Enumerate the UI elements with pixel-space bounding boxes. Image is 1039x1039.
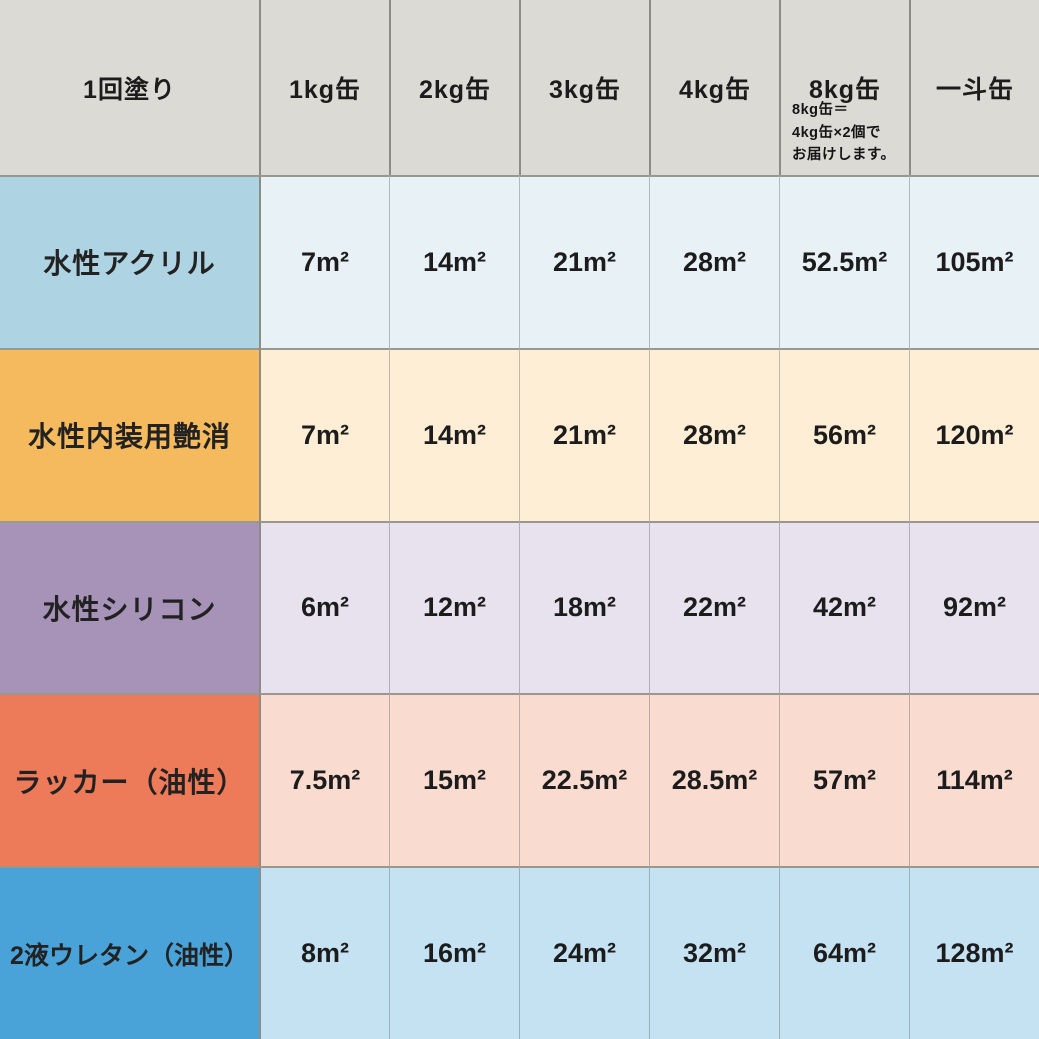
note-line-1: 8kg缶＝ [792, 102, 849, 118]
coverage-cell: 28m² [649, 347, 779, 521]
coverage-cell: 6m² [259, 520, 389, 694]
coverage-cell: 21m² [519, 347, 649, 521]
coverage-cell: 7m² [259, 347, 389, 521]
coverage-cell: 7.5m² [259, 693, 389, 867]
header-3kg-can: 3kg缶 [519, 0, 649, 175]
header-first-coat: 1回塗り [0, 0, 259, 175]
coverage-cell: 64m² [779, 866, 909, 1039]
row-label-water-acrylic: 水性アクリル [0, 175, 259, 348]
coverage-cell: 28.5m² [649, 693, 779, 867]
coverage-cell: 128m² [909, 866, 1039, 1039]
coverage-cell: 14m² [389, 347, 519, 521]
header-issho-can: 一斗缶 [909, 0, 1039, 175]
coverage-cell: 14m² [389, 175, 519, 348]
coverage-cell: 15m² [389, 693, 519, 867]
coverage-cell: 114m² [909, 693, 1039, 867]
coverage-cell: 56m² [779, 347, 909, 521]
coverage-cell: 21m² [519, 175, 649, 348]
note-line-3: お届けします。 [792, 147, 896, 163]
8kg-can-note: 8kg缶＝ 4kg缶×2個で お届けします。 [792, 99, 896, 167]
header-8kg-can: 8kg缶 8kg缶＝ 4kg缶×2個で お届けします。 [779, 0, 909, 175]
row-label-water-interior-matte: 水性内装用艶消 [0, 347, 259, 521]
header-2kg-can: 2kg缶 [389, 0, 519, 175]
coverage-cell: 8m² [259, 866, 389, 1039]
coverage-cell: 52.5m² [779, 175, 909, 348]
coverage-cell: 92m² [909, 520, 1039, 694]
coverage-cell: 24m² [519, 866, 649, 1039]
coverage-cell: 22.5m² [519, 693, 649, 867]
coverage-cell: 12m² [389, 520, 519, 694]
coverage-cell: 28m² [649, 175, 779, 348]
coverage-cell: 32m² [649, 866, 779, 1039]
coverage-cell: 42m² [779, 520, 909, 694]
coverage-cell: 22m² [649, 520, 779, 694]
coverage-cell: 105m² [909, 175, 1039, 348]
coverage-cell: 120m² [909, 347, 1039, 521]
coverage-cell: 16m² [389, 866, 519, 1039]
row-label-two-part-urethane-oil: 2液ウレタン（油性） [0, 866, 259, 1039]
coverage-cell: 18m² [519, 520, 649, 694]
row-label-lacquer-oil: ラッカー（油性） [0, 693, 259, 867]
coverage-cell: 57m² [779, 693, 909, 867]
row-label-water-silicone: 水性シリコン [0, 520, 259, 694]
coverage-cell: 7m² [259, 175, 389, 348]
header-8kg-can-label: 8kg缶 [808, 75, 882, 104]
header-4kg-can: 4kg缶 [649, 0, 779, 175]
note-line-2: 4kg缶×2個で [792, 124, 882, 141]
header-1kg-can: 1kg缶 [259, 0, 389, 175]
